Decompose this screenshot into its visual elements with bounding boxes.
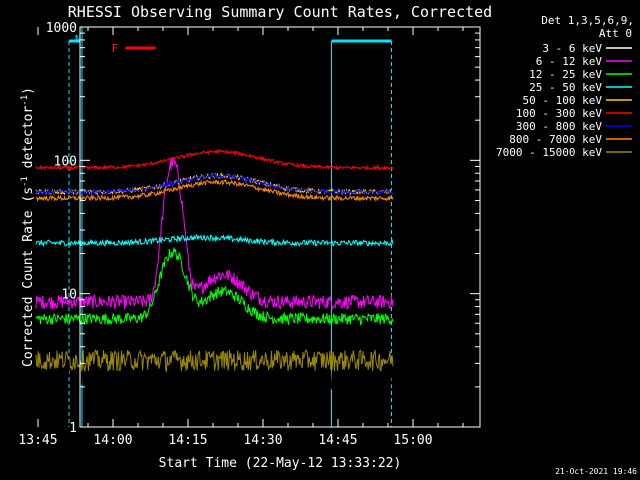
legend-entry-7: 800 - 7000 keV — [509, 133, 602, 146]
legend-header-2: Att 0 — [599, 27, 632, 40]
legend-entry-8: 7000 - 15000 keV — [496, 146, 602, 159]
legend-entry-0: 3 - 6 keV — [542, 42, 602, 55]
legend-entry-6: 300 - 800 keV — [516, 120, 602, 133]
series-line-0 — [35, 192, 394, 393]
legend-entry-1: 6 - 12 keV — [536, 55, 603, 68]
y-tick-label-2: 100 — [54, 154, 77, 169]
plot-frame — [79, 26, 481, 428]
night-label: N — [75, 34, 81, 45]
legend-entry-3: 25 - 50 keV — [529, 81, 602, 94]
y-tick-label-1: 10 — [61, 288, 77, 303]
y-axis-label: Corrected Count Rate (s-1 detector-1) — [20, 87, 36, 367]
x-tick-label-0: 13:45 — [18, 433, 57, 448]
x-tick-label-2: 14:15 — [168, 433, 207, 448]
legend-entry-2: 12 - 25 keV — [529, 68, 602, 81]
x-tick-label-1: 14:00 — [93, 433, 132, 448]
legend-header-1: Det 1,3,5,6,9, — [541, 14, 634, 27]
x-tick-label-4: 14:45 — [318, 433, 357, 448]
chart-title: RHESSI Observing Summary Count Rates, Co… — [68, 3, 492, 21]
series-line-1 — [35, 156, 394, 311]
flare-label: F — [112, 42, 119, 55]
footer-timestamp: 21-Oct-2021 19:46 — [555, 467, 637, 476]
series-line-8 — [35, 348, 394, 373]
plot-area: NF — [35, 27, 394, 427]
x-axis-label: Start Time (22-May-12 13:33:22) — [159, 456, 402, 471]
y-axis-label-sup1: -1 — [20, 176, 30, 187]
y-tick-label-0: 1 — [69, 421, 77, 436]
y-tick-label-3: 1000 — [46, 21, 77, 36]
legend-entry-5: 100 - 300 keV — [516, 107, 602, 120]
y-ticks: 1 10 100 1000 — [46, 21, 480, 436]
y-axis-label-sup2: -1 — [20, 95, 30, 106]
x-tick-label-3: 14:30 — [243, 433, 282, 448]
series-line-7 — [35, 179, 394, 203]
series-line-2 — [35, 247, 394, 327]
series-line-3 — [35, 233, 394, 248]
series-line-6 — [35, 173, 394, 196]
series-line-5 — [35, 148, 394, 172]
legend-entry-4: 50 - 100 keV — [523, 94, 603, 107]
x-ticks: 13:45 14:00 14:15 14:30 14:45 15:00 — [18, 27, 464, 448]
x-tick-label-5: 15:00 — [393, 433, 432, 448]
